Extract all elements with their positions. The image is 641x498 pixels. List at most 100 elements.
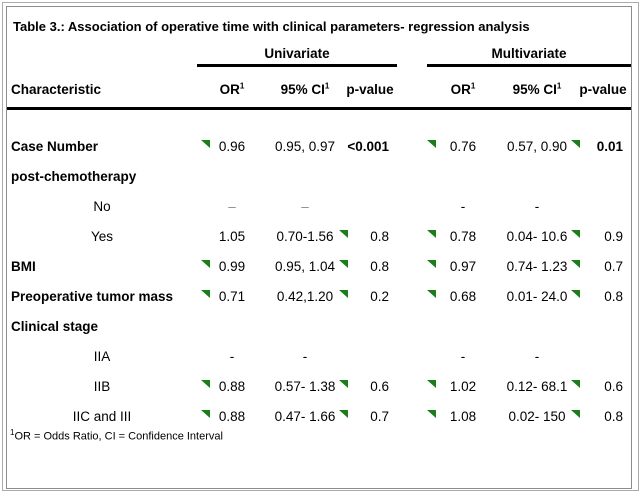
annotation-flag-icon	[427, 260, 436, 268]
multi-ci-cell: 0.12- 68.1	[499, 379, 580, 395]
annotation-flag-icon	[339, 260, 348, 268]
column-gap	[397, 214, 427, 215]
annotation-flag-icon	[571, 380, 580, 388]
multi-or-header: OR1	[450, 81, 476, 97]
column-header-row: Characteristic OR1 95% CI1 p-value OR1 9…	[7, 67, 631, 110]
multi-or-cell: 0.68	[427, 289, 499, 305]
multi-p-cell: 0.9	[604, 229, 623, 244]
uni-ci-cell: -	[302, 349, 308, 364]
regression-table: Table 3.: Association of operative time …	[6, 6, 632, 489]
uni-p-cell: 0.8	[370, 259, 389, 274]
uni-p-header: p-value	[346, 82, 394, 97]
column-gap	[397, 424, 427, 425]
uni-or-cell: -	[229, 349, 235, 364]
multi-p-header: p-value	[579, 82, 627, 97]
row-label: IIB	[93, 379, 111, 394]
multi-p-cell: 0.8	[604, 409, 623, 424]
column-gap	[397, 244, 427, 245]
column-gap	[397, 82, 427, 97]
multi-ci-cell: 0.74- 1.23	[499, 259, 580, 275]
uni-p-cell	[343, 214, 397, 215]
column-gap	[397, 394, 427, 395]
multi-p-cell: 0.7	[604, 259, 623, 274]
multi-ci-header: 95% CI1	[512, 81, 562, 97]
row-label: Preoperative tumor mass	[11, 289, 174, 304]
uni-or-cell: 1.05	[218, 229, 246, 244]
annotation-flag-icon	[571, 290, 580, 298]
table-row-iic-and-iii: IIC and III 0.88 0.47- 1.66 0.7 1.08 0.0…	[7, 395, 631, 425]
uni-p-cell: <0.001	[347, 139, 389, 154]
multi-p-cell: 0.6	[604, 379, 623, 394]
multivariate-group-header: Multivariate	[427, 46, 631, 67]
uni-ci-cell: 0.95, 1.04	[267, 259, 348, 275]
table-row-case-number: Case Number 0.96 0.95, 0.97 <0.001 0.76 …	[7, 125, 631, 155]
footnote-text: OR = Odds Ratio, CI = Confidence Interva…	[14, 430, 223, 443]
annotation-flag-icon	[201, 290, 210, 298]
multi-or-cell: 1.02	[427, 379, 499, 395]
column-gap	[397, 154, 427, 155]
column-gap	[397, 304, 427, 305]
univariate-group-header: Univariate	[197, 46, 397, 67]
row-label: Yes	[90, 229, 114, 244]
annotation-flag-icon	[571, 260, 580, 268]
table-row-clinical-stage: Clinical stage	[7, 305, 631, 335]
image-border	[2, 2, 639, 491]
annotation-flag-icon	[201, 140, 210, 148]
row-label: IIC and III	[72, 409, 132, 424]
uni-ci-cell: –	[301, 199, 309, 214]
multi-p-cell: 0.8	[604, 289, 623, 304]
footnote-superscript: 1	[10, 428, 15, 437]
row-label: IIA	[93, 349, 111, 364]
row-label: No	[93, 199, 111, 214]
uni-ci-header: 95% CI1	[280, 81, 330, 97]
uni-or-header: OR1	[219, 81, 245, 97]
multi-or-cell: 1.08	[427, 409, 499, 425]
table-row-iia: IIA - - - -	[7, 335, 631, 365]
table-row-no: No – – - -	[7, 185, 631, 215]
annotation-flag-icon	[571, 410, 580, 418]
multi-or-cell: 0.78	[427, 229, 499, 245]
annotation-flag-icon	[201, 380, 210, 388]
uni-p-cell: 0.6	[370, 379, 389, 394]
annotation-flag-icon	[427, 230, 436, 238]
multi-ci-cell: 0.04- 10.6	[499, 229, 580, 245]
annotation-flag-icon	[339, 380, 348, 388]
characteristic-header: Characteristic	[11, 82, 102, 97]
multi-ci-cell: 0.02- 150	[499, 409, 580, 425]
table-row-bmi: BMI 0.99 0.95, 1.04 0.8 0.97 0.74- 1.23 …	[7, 245, 631, 275]
uni-ci-cell: 0.70-1.56	[267, 229, 348, 245]
multi-or-cell: 0.76	[427, 139, 499, 155]
uni-ci-cell: 0.42,1.20	[267, 289, 348, 305]
annotation-flag-icon	[339, 290, 348, 298]
table-row-iib: IIB 0.88 0.57- 1.38 0.6 1.02 0.12- 68.1 …	[7, 365, 631, 395]
multi-or-cell: -	[460, 199, 466, 214]
table-row-post-chemotherapy: post-chemotherapy	[7, 155, 631, 185]
multi-ci-cell: 0.01- 24.0	[499, 289, 580, 305]
table-row-yes: Yes 1.05 0.70-1.56 0.8 0.78 0.04- 10.6 0…	[7, 215, 631, 245]
uni-or-cell: –	[228, 199, 236, 214]
uni-p-cell	[343, 364, 397, 365]
multi-or-cell: -	[460, 349, 466, 364]
table-row-preoperative-tumor-mass: Preoperative tumor mass 0.71 0.42,1.20 0…	[7, 275, 631, 305]
annotation-flag-icon	[201, 260, 210, 268]
uni-ci-cell: 0.57- 1.38	[267, 379, 348, 395]
annotation-flag-icon	[339, 410, 348, 418]
uni-or-cell: 0.88	[197, 379, 267, 395]
row-label: BMI	[11, 259, 36, 274]
multi-ci-cell: -	[534, 199, 540, 214]
table-body: Case Number 0.96 0.95, 0.97 <0.001 0.76 …	[7, 110, 631, 425]
annotation-flag-icon	[339, 230, 348, 238]
row-label: Clinical stage	[11, 319, 99, 334]
uni-p-cell: 0.8	[370, 229, 389, 244]
multi-p-cell	[575, 364, 631, 365]
column-gap	[397, 274, 427, 275]
annotation-flag-icon	[201, 410, 210, 418]
multi-or-cell: 0.97	[427, 259, 499, 275]
multi-p-cell: 0.01	[596, 139, 623, 154]
uni-ci-cell: 0.47- 1.66	[267, 409, 348, 425]
uni-or-cell: 0.99	[197, 259, 267, 275]
multi-ci-cell: 0.57, 0.90	[499, 139, 580, 155]
row-label: Case Number	[11, 139, 99, 154]
annotation-flag-icon	[571, 230, 580, 238]
table-footnote: 1OR = Odds Ratio, CI = Confidence Interv…	[7, 428, 631, 443]
